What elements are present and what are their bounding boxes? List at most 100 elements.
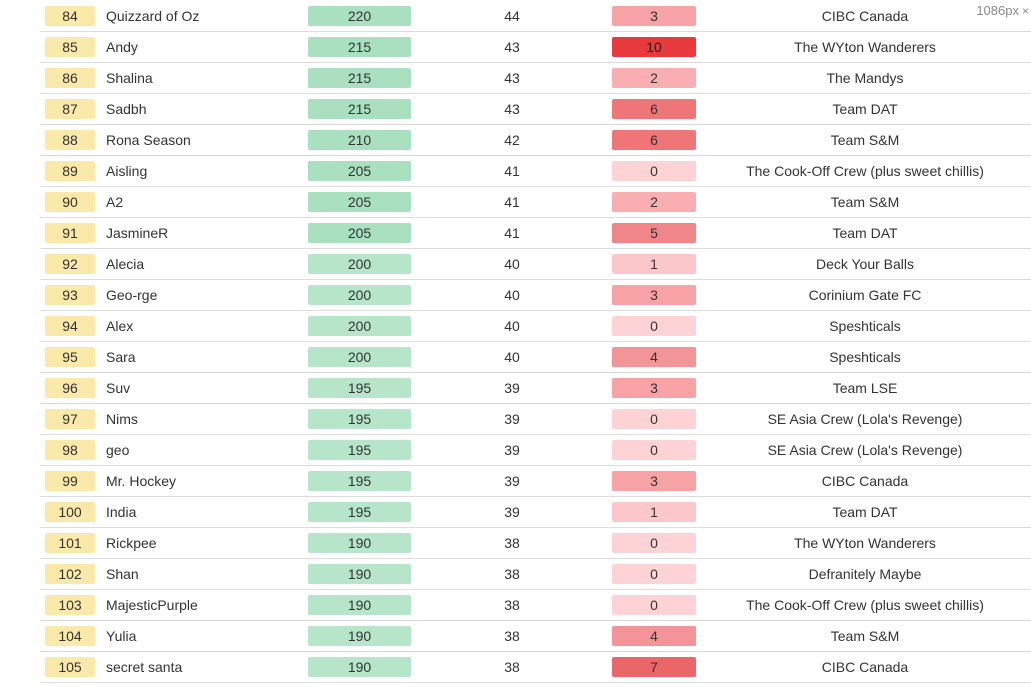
player-name: Geo-rge <box>106 287 158 303</box>
table-row: 100 India 195 39 1 Team DAT <box>40 497 1031 528</box>
points-cell: 40 <box>504 287 520 303</box>
points-cell: 39 <box>504 473 520 489</box>
rank-badge: 105 <box>45 657 95 677</box>
table-row: 84 Quizzard of Oz 220 44 3 CIBC Canada <box>40 1 1031 32</box>
team-name: CIBC Canada <box>821 473 909 489</box>
rank-badge: 103 <box>45 595 95 615</box>
team-name: Corinium Gate FC <box>808 287 922 303</box>
table-row: 92 Alecia 200 40 1 Deck Your Balls <box>40 249 1031 280</box>
player-name: JasmineR <box>106 225 169 241</box>
score-cell: 205 <box>308 192 411 212</box>
points-cell: 40 <box>504 349 520 365</box>
points-cell: 40 <box>504 318 520 334</box>
team-name: Speshticals <box>829 349 901 365</box>
score-cell: 190 <box>308 595 411 615</box>
score-cell: 190 <box>308 533 411 553</box>
score-cell: 190 <box>308 564 411 584</box>
rank-badge: 102 <box>45 564 95 584</box>
score-cell: 190 <box>308 657 411 677</box>
team-name: The Cook-Off Crew (plus sweet chillis) <box>746 597 984 613</box>
rank-badge: 87 <box>45 99 95 119</box>
points-cell: 38 <box>504 597 520 613</box>
table-row: 96 Suv 195 39 3 Team LSE <box>40 373 1031 404</box>
player-name: geo <box>106 442 130 458</box>
team-name: Team LSE <box>832 380 898 396</box>
rank-badge: 104 <box>45 626 95 646</box>
rank-badge: 93 <box>45 285 95 305</box>
misses-cell: 2 <box>612 68 696 88</box>
rank-badge: 91 <box>45 223 95 243</box>
misses-cell: 3 <box>612 285 696 305</box>
score-cell: 200 <box>308 254 411 274</box>
player-name: Quizzard of Oz <box>106 8 200 24</box>
leaderboard-table: 84 Quizzard of Oz 220 44 3 CIBC Canada 8… <box>40 1 1031 683</box>
player-name: secret santa <box>106 659 183 675</box>
points-cell: 39 <box>504 442 520 458</box>
player-name: Andy <box>106 39 138 55</box>
misses-cell: 1 <box>612 254 696 274</box>
player-name: Sadbh <box>106 101 147 117</box>
table-row: 88 Rona Season 210 42 6 Team S&M <box>40 125 1031 156</box>
player-name: Alecia <box>106 256 145 272</box>
score-cell: 220 <box>308 6 411 26</box>
score-cell: 200 <box>308 316 411 336</box>
misses-cell: 6 <box>612 99 696 119</box>
player-name: Sara <box>106 349 136 365</box>
rank-badge: 88 <box>45 130 95 150</box>
rank-badge: 86 <box>45 68 95 88</box>
points-cell: 38 <box>504 659 520 675</box>
player-name: Shan <box>106 566 139 582</box>
score-cell: 190 <box>308 626 411 646</box>
misses-cell: 0 <box>612 595 696 615</box>
viewport-width-label: 1086px <box>976 3 1019 18</box>
points-cell: 38 <box>504 535 520 551</box>
score-cell: 195 <box>308 409 411 429</box>
rank-badge: 84 <box>45 6 95 26</box>
points-cell: 42 <box>504 132 520 148</box>
misses-cell: 0 <box>612 316 696 336</box>
table-row: 98 geo 195 39 0 SE Asia Crew (Lola's Rev… <box>40 435 1031 466</box>
rank-badge: 99 <box>45 471 95 491</box>
table-row: 103 MajesticPurple 190 38 0 The Cook-Off… <box>40 590 1031 621</box>
table-row: 101 Rickpee 190 38 0 The WYton Wanderers <box>40 528 1031 559</box>
team-name: Defranitely Maybe <box>808 566 922 582</box>
rank-badge: 85 <box>45 37 95 57</box>
points-cell: 41 <box>504 225 520 241</box>
player-name: Nims <box>106 411 138 427</box>
score-cell: 205 <box>308 223 411 243</box>
rank-badge: 94 <box>45 316 95 336</box>
close-icon[interactable]: × <box>1021 4 1029 18</box>
points-cell: 38 <box>504 628 520 644</box>
rank-badge: 90 <box>45 192 95 212</box>
rank-badge: 95 <box>45 347 95 367</box>
viewport-size-indicator: 1086px × <box>970 3 1031 19</box>
rank-badge: 98 <box>45 440 95 460</box>
misses-cell: 4 <box>612 626 696 646</box>
score-cell: 200 <box>308 285 411 305</box>
misses-cell: 2 <box>612 192 696 212</box>
table-row: 104 Yulia 190 38 4 Team S&M <box>40 621 1031 652</box>
points-cell: 38 <box>504 566 520 582</box>
player-name: Yulia <box>106 628 137 644</box>
rank-badge: 96 <box>45 378 95 398</box>
player-name: Suv <box>106 380 131 396</box>
score-cell: 210 <box>308 130 411 150</box>
team-name: SE Asia Crew (Lola's Revenge) <box>767 411 963 427</box>
misses-cell: 6 <box>612 130 696 150</box>
player-name: India <box>106 504 137 520</box>
score-cell: 215 <box>308 99 411 119</box>
team-name: Team S&M <box>830 194 900 210</box>
team-name: Deck Your Balls <box>815 256 915 272</box>
points-cell: 41 <box>504 163 520 179</box>
team-name: Team S&M <box>830 132 900 148</box>
score-cell: 195 <box>308 440 411 460</box>
player-name: MajesticPurple <box>106 597 198 613</box>
points-cell: 43 <box>504 101 520 117</box>
score-cell: 205 <box>308 161 411 181</box>
team-name: CIBC Canada <box>821 659 909 675</box>
score-cell: 195 <box>308 502 411 522</box>
team-name: SE Asia Crew (Lola's Revenge) <box>767 442 963 458</box>
points-cell: 44 <box>504 8 520 24</box>
player-name: Rona Season <box>106 132 191 148</box>
misses-cell: 3 <box>612 6 696 26</box>
